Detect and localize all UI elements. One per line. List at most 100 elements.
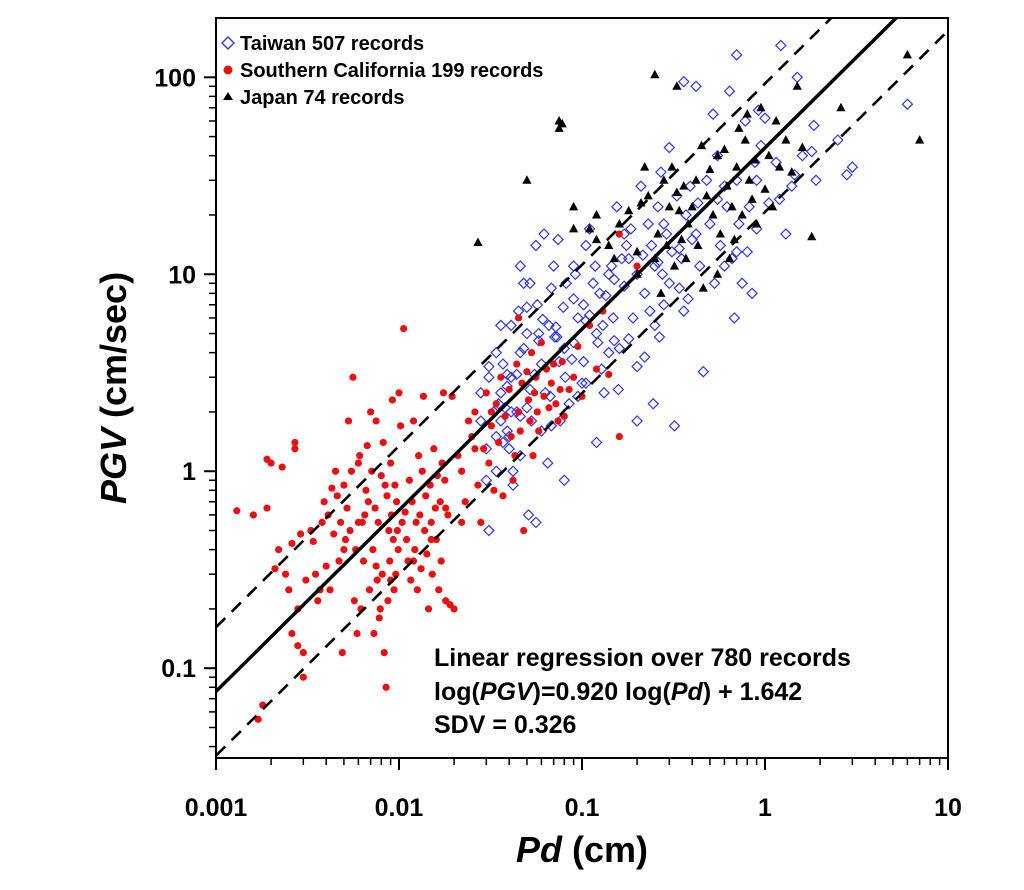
point-southern-california — [412, 518, 420, 526]
point-southern-california — [249, 511, 257, 519]
point-southern-california — [550, 360, 558, 368]
point-japan — [705, 164, 715, 174]
point-southern-california — [326, 586, 334, 594]
point-taiwan — [733, 218, 745, 230]
point-southern-california — [499, 492, 507, 500]
point-southern-california — [464, 417, 473, 425]
point-southern-california — [362, 486, 370, 494]
point-taiwan — [780, 228, 792, 240]
point-japan — [781, 135, 791, 144]
point-taiwan — [730, 245, 743, 258]
point-southern-california — [392, 498, 401, 506]
point-taiwan — [532, 334, 545, 347]
point-southern-california — [633, 262, 641, 270]
point-taiwan — [831, 134, 844, 146]
point-taiwan — [524, 383, 536, 396]
point-taiwan — [805, 145, 818, 158]
point-taiwan — [587, 277, 599, 290]
point-taiwan — [572, 312, 584, 324]
point-japan — [522, 175, 532, 184]
point-taiwan — [541, 457, 554, 469]
point-southern-california — [370, 629, 378, 638]
point-taiwan — [638, 351, 651, 363]
point-japan — [712, 269, 723, 278]
point-taiwan — [692, 197, 704, 209]
point-southern-california — [437, 557, 445, 565]
point-southern-california — [340, 481, 348, 489]
point-taiwan — [708, 277, 721, 290]
point-taiwan — [597, 319, 609, 332]
x-tick-label: 0.1 — [565, 794, 600, 822]
y-tick-labels: 0.1 1 10 100 — [154, 64, 196, 683]
point-taiwan — [656, 268, 669, 281]
point-taiwan — [677, 305, 690, 317]
point-taiwan — [653, 331, 666, 343]
annotation-line-1: Linear regression over 780 records — [434, 644, 851, 672]
point-southern-california — [335, 557, 343, 565]
point-taiwan — [808, 119, 820, 132]
point-taiwan — [736, 277, 748, 290]
point-taiwan — [530, 516, 542, 529]
point-southern-california — [485, 459, 493, 467]
point-southern-california — [379, 438, 387, 447]
point-southern-california — [556, 385, 564, 394]
point-taiwan — [545, 282, 558, 295]
point-taiwan — [673, 242, 686, 255]
point-southern-california — [354, 518, 363, 526]
point-taiwan — [547, 260, 560, 272]
point-southern-california — [291, 445, 299, 453]
point-southern-california — [520, 526, 528, 535]
point-southern-california — [364, 498, 372, 506]
point-japan — [693, 240, 703, 249]
point-southern-california — [320, 498, 328, 506]
point-southern-california — [271, 565, 279, 573]
point-southern-california — [343, 504, 351, 512]
point-japan — [591, 209, 602, 219]
point-southern-california — [422, 492, 430, 500]
point-southern-california — [431, 504, 439, 512]
point-taiwan — [652, 200, 664, 213]
point-southern-california — [458, 518, 466, 526]
point-southern-california — [254, 715, 262, 723]
point-taiwan — [673, 282, 686, 295]
point-japan — [676, 234, 687, 244]
point-southern-california — [353, 629, 361, 638]
point-taiwan — [773, 193, 786, 206]
point-japan — [787, 167, 797, 176]
point-japan — [664, 201, 674, 211]
point-southern-california — [461, 498, 469, 506]
point-southern-california — [490, 486, 498, 494]
point-southern-california — [233, 507, 241, 515]
point-taiwan — [680, 209, 692, 221]
legend-label-taiwan: Taiwan 507 records — [240, 33, 424, 55]
point-southern-california — [554, 417, 562, 425]
point-southern-california — [592, 365, 601, 373]
point-southern-california — [371, 504, 379, 512]
point-taiwan — [647, 397, 660, 410]
point-taiwan — [668, 419, 681, 432]
point-taiwan — [796, 149, 809, 162]
point-taiwan — [686, 233, 699, 246]
point-taiwan — [551, 331, 563, 343]
point-southern-california — [471, 408, 479, 416]
point-southern-california — [385, 526, 393, 535]
point-taiwan — [505, 319, 517, 332]
point-southern-california — [552, 400, 560, 408]
point-southern-california — [278, 463, 286, 471]
point-southern-california — [442, 504, 450, 512]
point-taiwan — [507, 465, 519, 478]
point-southern-california — [530, 389, 539, 397]
point-southern-california — [416, 511, 424, 519]
point-southern-california — [545, 404, 553, 412]
point-southern-california — [477, 518, 485, 526]
point-southern-california — [382, 683, 390, 691]
point-japan — [667, 162, 677, 171]
point-southern-california — [318, 518, 326, 526]
point-taiwan — [901, 98, 914, 111]
point-southern-california — [267, 459, 275, 467]
point-southern-california — [302, 576, 310, 584]
point-southern-california — [430, 445, 438, 453]
point-southern-california — [507, 432, 515, 441]
point-taiwan — [530, 239, 542, 252]
point-japan — [653, 229, 663, 238]
